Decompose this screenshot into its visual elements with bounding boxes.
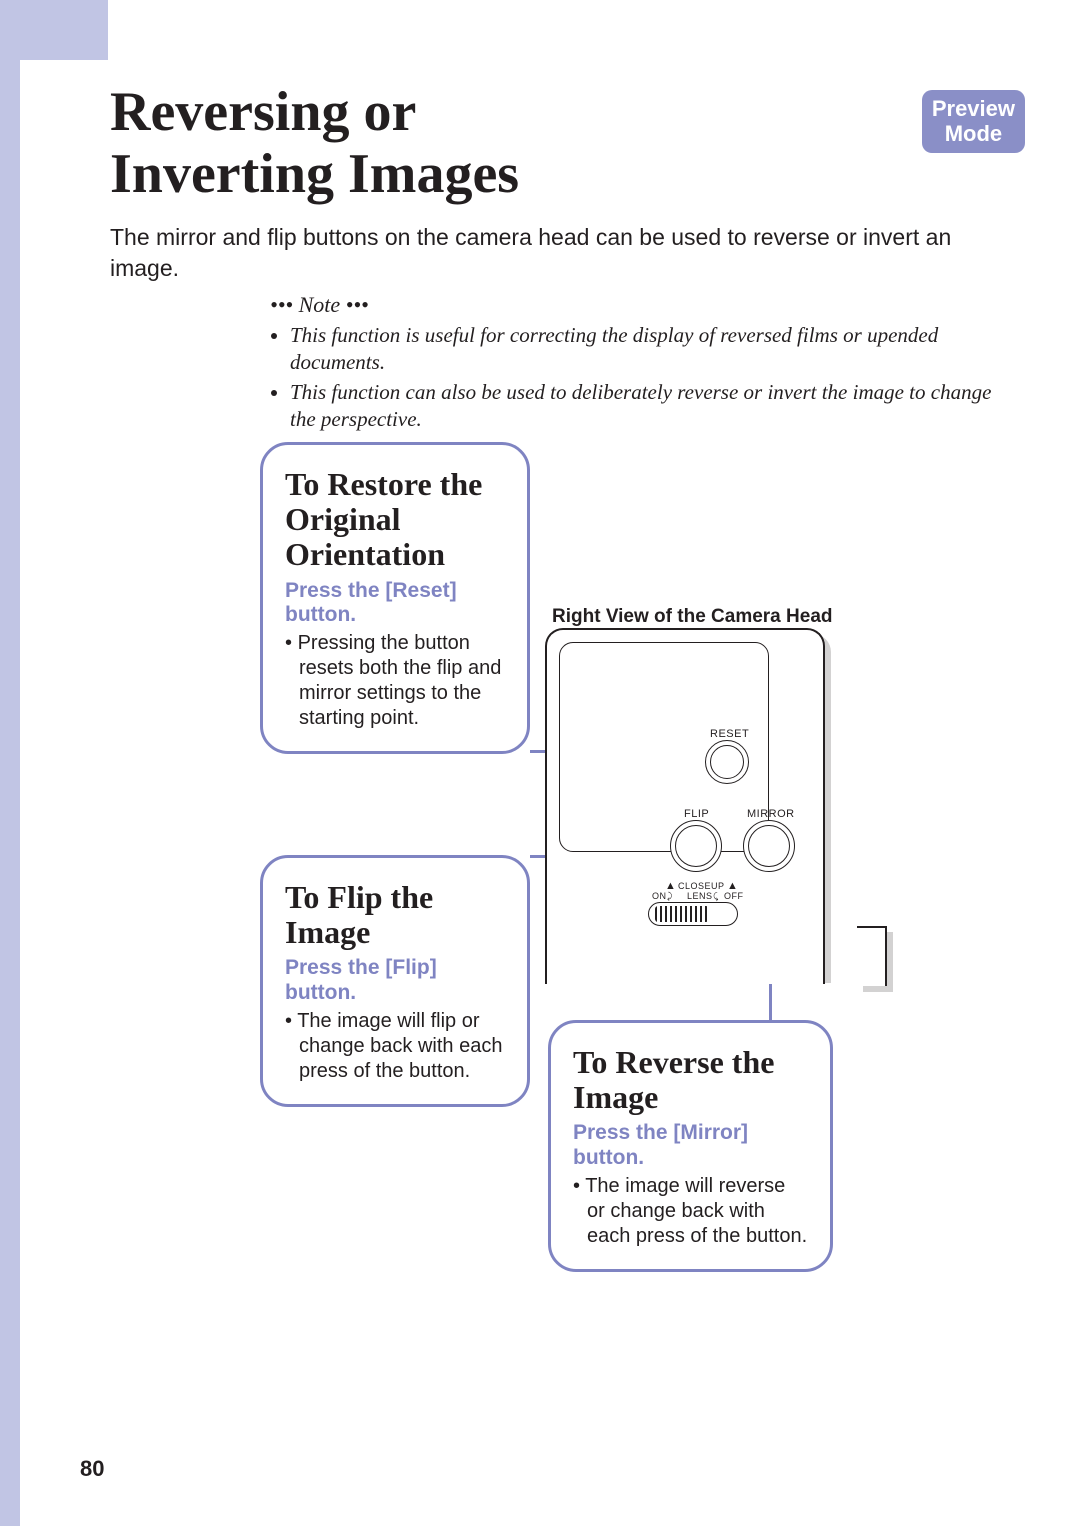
top-band	[0, 0, 108, 60]
callout-sub: Press the [Mirror] button.	[573, 1121, 808, 1169]
callout-sub: Press the [Flip] button.	[285, 956, 505, 1004]
side-band	[0, 0, 20, 1526]
off-label: OFF	[724, 891, 744, 901]
note-header: ••• Note •••	[270, 292, 1010, 318]
callout-title: To Reverse the Image	[573, 1045, 808, 1115]
lens-label: LENS	[687, 891, 713, 901]
flip-label: FLIP	[684, 808, 709, 820]
reset-button-icon	[705, 740, 749, 784]
intro-text: The mirror and flip buttons on the camer…	[110, 222, 1010, 284]
note-item: This function can also be used to delibe…	[290, 379, 1010, 434]
closeup-slider-icon	[648, 902, 738, 926]
note-list: This function is useful for correcting t…	[290, 322, 1010, 433]
mirror-label: MIRROR	[747, 808, 795, 820]
note-block: ••• Note ••• This function is useful for…	[270, 292, 1010, 435]
callout-restore: To Restore the Original Orientation Pres…	[260, 442, 530, 754]
callout-flip: To Flip the Image Press the [Flip] butto…	[260, 855, 530, 1107]
camera-notch	[857, 926, 887, 986]
on-label: ON	[652, 891, 667, 901]
reset-label: RESET	[710, 728, 749, 740]
camera-head-diagram: RESET FLIP MIRROR ▲ CLOSEUP ▲ ON ⤸ LENS …	[545, 628, 857, 986]
mode-badge: Preview Mode	[922, 90, 1025, 153]
note-item: This function is useful for correcting t…	[290, 322, 1010, 377]
swing-left-icon: ⤸	[667, 891, 672, 902]
callout-body: Pressing the button resets both the flip…	[285, 631, 505, 731]
flip-button-icon	[670, 820, 722, 872]
closeup-label: CLOSEUP	[678, 881, 725, 891]
callout-body: The image will flip or change back with …	[285, 1009, 505, 1084]
callout-reverse: To Reverse the Image Press the [Mirror] …	[548, 1020, 833, 1272]
swing-right-icon: ⤹	[713, 891, 718, 902]
callout-body: The image will reverse or change back wi…	[573, 1174, 808, 1249]
page-title: Reversing or Inverting Images	[110, 82, 519, 205]
slider-grip-icon	[655, 906, 709, 922]
diagram-caption: Right View of the Camera Head	[552, 606, 833, 628]
mirror-button-icon	[743, 820, 795, 872]
camera-body: RESET FLIP MIRROR ▲ CLOSEUP ▲ ON ⤸ LENS …	[545, 628, 825, 984]
page-number: 80	[80, 1456, 104, 1482]
callout-title: To Flip the Image	[285, 880, 505, 950]
callout-sub: Press the [Reset] button.	[285, 579, 505, 627]
callout-title: To Restore the Original Orientation	[285, 467, 505, 573]
